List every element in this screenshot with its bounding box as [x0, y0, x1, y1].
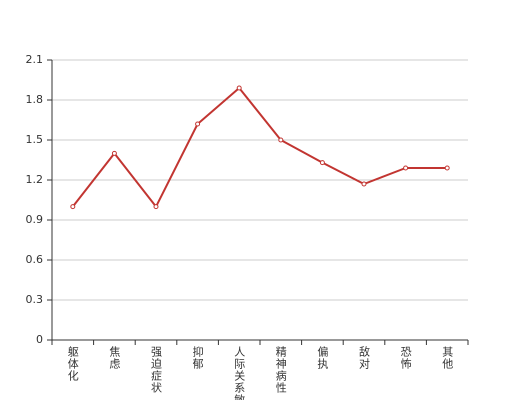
y-tick-label: 2.1	[26, 53, 44, 66]
point	[361, 181, 367, 187]
y-tick-label: 0.6	[26, 253, 44, 266]
point	[70, 204, 76, 210]
point	[403, 165, 409, 171]
point	[195, 121, 201, 127]
x-tick-label: 精神病性	[274, 346, 287, 394]
x-tick-label: 偏执	[316, 345, 329, 370]
x-tick-label: 敌对	[358, 345, 371, 370]
y-tick-label: 0.9	[26, 213, 44, 226]
y-tick-label: 1.2	[26, 173, 44, 186]
point	[153, 204, 159, 210]
point	[444, 165, 450, 171]
line	[72, 87, 448, 208]
x-tick-label: 焦虑	[108, 346, 121, 370]
x-tick-label: 躯体化	[66, 346, 79, 382]
y-tick-label: 1.5	[26, 133, 44, 146]
point	[111, 150, 117, 156]
x-tick-label: 强迫症状	[150, 346, 163, 394]
y-tick-label: 1.8	[26, 93, 44, 106]
x-tick-label: 恐怖	[399, 346, 412, 370]
point	[236, 85, 242, 91]
point	[319, 160, 325, 166]
x-tick-label: 抑郁	[191, 345, 204, 370]
y-tick-label: 0.3	[26, 293, 44, 306]
x-tick-label: 人际关系敏感	[233, 346, 246, 400]
point	[278, 137, 284, 143]
x-tick-label: 其他	[441, 346, 454, 370]
y-tick-label: 0	[36, 333, 43, 346]
